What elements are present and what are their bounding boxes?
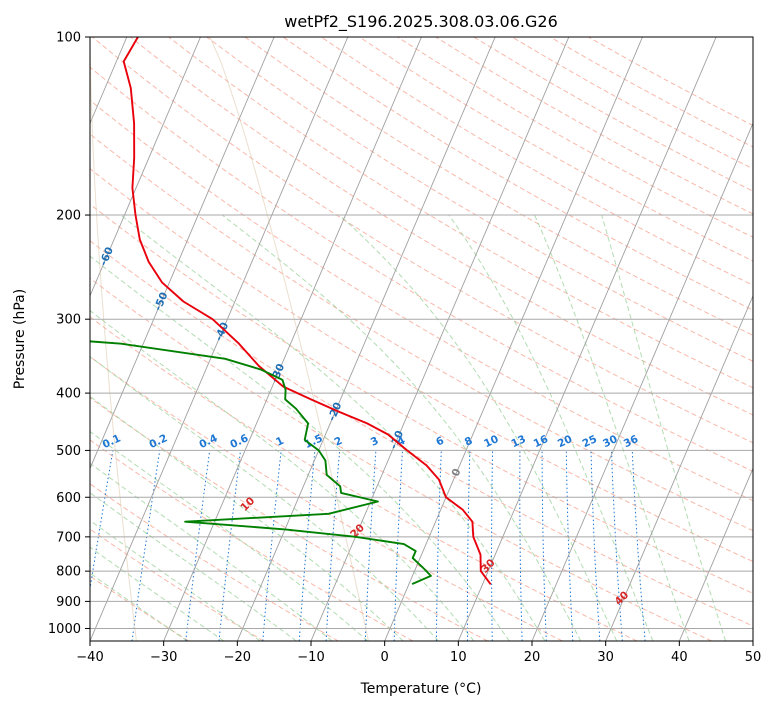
isotherm [90,37,349,641]
moist-adiabat [90,492,297,641]
dry-adiabat [90,133,753,532]
y-axis-title: Pressure (hPa) [12,289,28,389]
isotherm [236,37,496,641]
reference-arc [90,37,137,641]
dry-adiabat [90,397,488,641]
isotherm-label: -80 [0,147,11,169]
mixing-ratio-label: 16 [532,433,550,450]
dry-adiabat [244,37,753,336]
isotherm [384,37,643,641]
mixing-ratio-label: 6 [434,435,446,449]
moist-adiabat [90,430,369,641]
x-tick-label: 20 [524,650,541,665]
mixing-ratio-label: 2 [333,435,345,449]
y-tick-label: 300 [56,313,81,328]
x-tick-label: −40 [76,650,103,665]
mixing-ratio-label: 20 [556,433,574,450]
isotherm [310,37,570,641]
mixing-ratio-label: 13 [510,433,528,450]
moist-adiabat [90,309,475,641]
mixing-ratio-line [218,450,241,641]
dry-adiabat [90,483,339,641]
mixing-ratio-label: 10 [482,433,500,450]
moist-adiabat [90,572,188,641]
x-tick-label: −10 [297,650,324,665]
moist-adiabat [601,214,727,641]
mixing-ratio-label: 8 [463,435,475,449]
y-tick-label: 900 [56,595,81,610]
y-tick-label: 1000 [48,622,81,637]
isotherm-label: 0 [450,467,464,478]
x-tick-label: −30 [150,650,177,665]
moist-adiabat [90,255,510,641]
reference-arc [209,37,369,641]
dry-adiabat [90,277,712,641]
moist-adiabat [90,519,261,641]
dry-adiabat [206,37,753,362]
moist-adiabat [90,355,439,641]
y-tick-label: 200 [56,209,81,224]
x-axis-title: Temperature (°C) [360,681,482,697]
isotherm [457,37,717,641]
temperature-profile [122,37,492,585]
dry-adiabat [90,528,264,641]
dry-adiabat [168,37,753,389]
mixing-ratio-label: 3 [369,435,381,449]
y-tick-label: 700 [56,530,81,545]
dry-adiabat [90,356,563,641]
x-tick-label: 0 [381,650,389,665]
x-tick-label: 30 [597,650,614,665]
mixing-ratio-label: 36 [622,433,640,450]
moist-adiabat [90,462,333,641]
y-axis: 100 200 300 400 500 600 700 800 900 1000 [48,31,90,637]
dry-adiabat [90,168,753,563]
isotherm [605,294,753,641]
mixing-ratio-line [90,450,114,592]
x-tick-label: 50 [745,650,762,665]
moist-adiabat [90,395,404,641]
dry-adiabat [90,203,753,594]
moist-adiabat [120,214,546,641]
x-tick-label: 10 [450,650,467,665]
isotherm [90,37,275,470]
x-tick-label: −20 [224,650,251,665]
isotherm [752,639,753,641]
isotherm [531,122,753,641]
mixing-ratio-line [262,450,282,641]
y-tick-label: 500 [56,444,81,459]
dewpoint-profile [90,340,432,585]
x-tick-label: 40 [671,650,688,665]
moist-adiabat [534,214,690,641]
isotherm [163,37,422,641]
mixing-ratio-label: 25 [581,433,599,450]
mixing-ratio-label: 1 [274,435,286,449]
profile-lines [90,37,492,585]
y-tick-label: 800 [56,565,81,580]
mixing-ratio-label: 30 [601,433,619,450]
background-lines [90,37,753,641]
y-tick-label: 400 [56,387,81,402]
dry-adiabat [130,37,753,416]
plot-frame [89,36,754,642]
moist-adiabat [448,214,654,641]
isotherm [90,37,201,298]
x-axis: −40 −30 −20 −10 0 10 20 30 40 50 [76,641,761,665]
dry-adiabat [90,99,753,502]
dry-adiabat [90,240,753,627]
dry-adiabat [90,316,638,641]
chart-title: wetPf2_S196.2025.308.03.06.G26 [284,12,558,32]
moist-adiabat [221,214,582,641]
y-tick-label: 100 [56,31,81,46]
mixing-ratio-label: 4 [395,435,407,449]
y-tick-label: 600 [56,491,81,506]
dry-adiabat [90,66,753,472]
mixing-ratio-line [185,450,211,641]
moist-adiabat [339,214,618,641]
plot-background [90,37,753,641]
pressure-gridlines [90,37,753,629]
moist-adiabat [90,546,225,641]
isotherm [678,467,753,641]
